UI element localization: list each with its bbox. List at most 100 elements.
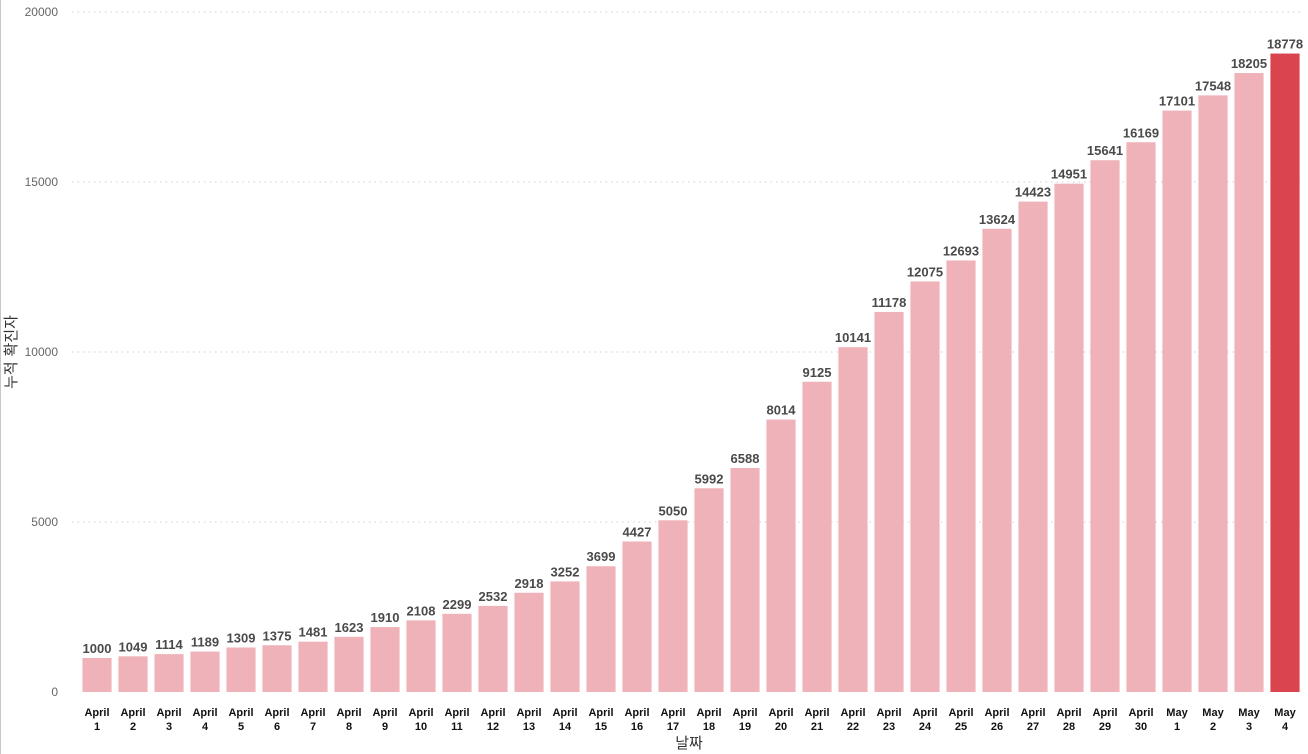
y-axis-ticks: 0 5000 10000 15000 20000 [25, 5, 59, 699]
data-label: 12693 [943, 243, 979, 258]
x-tick-month: April [516, 707, 541, 719]
x-tick-month: April [804, 707, 829, 719]
data-label: 17101 [1159, 94, 1195, 109]
x-tick-day: 27 [1027, 721, 1039, 733]
bar [262, 645, 292, 692]
x-tick-day: 26 [991, 721, 1003, 733]
x-tick-month: April [624, 707, 649, 719]
bar [478, 605, 508, 692]
data-label: 1114 [155, 637, 183, 652]
x-tick-month: April [1056, 707, 1081, 719]
x-tick-day: 23 [883, 721, 895, 733]
x-tick-day: 2 [1210, 721, 1216, 733]
x-tick-month: April [156, 707, 181, 719]
bar [118, 656, 148, 692]
data-label: 2299 [443, 597, 472, 612]
y-tick-label: 0 [51, 685, 58, 699]
bars [82, 53, 1300, 693]
data-label: 5050 [659, 503, 688, 518]
data-label: 16169 [1123, 125, 1159, 140]
data-label: 9125 [803, 365, 832, 380]
x-tick-day: 8 [346, 721, 352, 733]
x-tick-day: 11 [451, 721, 463, 733]
x-tick-day: 10 [415, 721, 427, 733]
x-tick-day: 14 [559, 721, 572, 733]
x-tick-month: April [984, 707, 1009, 719]
x-tick-month: April [552, 707, 577, 719]
data-label: 14423 [1015, 185, 1051, 200]
bar [946, 260, 976, 692]
data-labels: 1000 1049 1114 1189 1309 1375 1481 1623 1910 2108… [83, 37, 1304, 656]
x-tick-month: April [192, 707, 217, 719]
data-label: 2918 [515, 576, 544, 591]
bar [1018, 201, 1048, 693]
x-tick-day: 17 [667, 721, 679, 733]
data-label: 8014 [767, 403, 797, 418]
data-label: 13624 [979, 212, 1016, 227]
x-tick-day: 24 [919, 721, 932, 733]
x-tick-month: April [1020, 707, 1045, 719]
x-tick-day: 18 [703, 721, 715, 733]
x-tick-month: April [588, 707, 613, 719]
x-tick-day: 13 [523, 721, 535, 733]
data-label: 1375 [263, 628, 292, 643]
x-tick-day: 9 [382, 721, 388, 733]
bar [874, 311, 904, 692]
x-tick-day: 3 [1246, 721, 1252, 733]
data-label: 5992 [695, 471, 724, 486]
x-tick-month: May [1202, 707, 1224, 719]
x-tick-day: 15 [595, 721, 607, 733]
x-tick-month: April [300, 707, 325, 719]
x-tick-month: April [264, 707, 289, 719]
chart-left-border [0, 0, 1, 754]
x-tick-day: 1 [94, 721, 100, 733]
x-tick-day: 4 [1282, 721, 1289, 733]
data-label: 1049 [119, 639, 148, 654]
bar [838, 347, 868, 692]
x-tick-month: April [228, 707, 253, 719]
x-tick-month: April [696, 707, 721, 719]
x-tick-day: 25 [955, 721, 967, 733]
x-tick-month: April [480, 707, 505, 719]
bar [370, 627, 400, 692]
x-tick-month: April [444, 707, 469, 719]
x-axis-title: 날짜 [675, 734, 703, 752]
x-tick-day: 20 [775, 721, 787, 733]
bar [1126, 142, 1156, 692]
x-tick-month: May [1238, 707, 1260, 719]
x-tick-month: May [1274, 707, 1296, 719]
x-tick-month: April [120, 707, 145, 719]
data-label: 10141 [835, 330, 871, 345]
bar [1054, 183, 1084, 692]
x-tick-day: 6 [274, 721, 280, 733]
x-tick-day: 5 [238, 721, 244, 733]
bar [226, 647, 256, 692]
data-label: 17548 [1195, 78, 1231, 93]
bar [1162, 110, 1192, 693]
data-label: 1623 [335, 620, 364, 635]
x-tick-day: 19 [739, 721, 751, 733]
x-tick-month: April [912, 707, 937, 719]
y-tick-label: 5000 [31, 515, 58, 529]
bar [586, 566, 616, 692]
bar [154, 654, 184, 692]
bar [766, 419, 796, 692]
bar [1270, 53, 1300, 693]
bar [622, 541, 652, 692]
bar [550, 581, 580, 692]
x-tick-day: 16 [631, 721, 643, 733]
data-label: 3252 [551, 564, 580, 579]
x-tick-month: April [660, 707, 685, 719]
x-tick-month: April [84, 707, 109, 719]
x-tick-day: 3 [166, 721, 172, 733]
y-axis-title: 누적 확진자 [2, 315, 20, 389]
x-tick-month: April [732, 707, 757, 719]
x-tick-day: 4 [202, 721, 209, 733]
x-tick-month: April [948, 707, 973, 719]
bar [1234, 73, 1264, 692]
x-tick-day: 29 [1099, 721, 1111, 733]
x-axis-categories: April 1 April 2 April 3 April 4 April 5 April 6 Apri… [84, 707, 1296, 733]
bar [190, 651, 220, 692]
x-tick-day: 2 [130, 721, 136, 733]
data-label: 18205 [1231, 56, 1267, 71]
